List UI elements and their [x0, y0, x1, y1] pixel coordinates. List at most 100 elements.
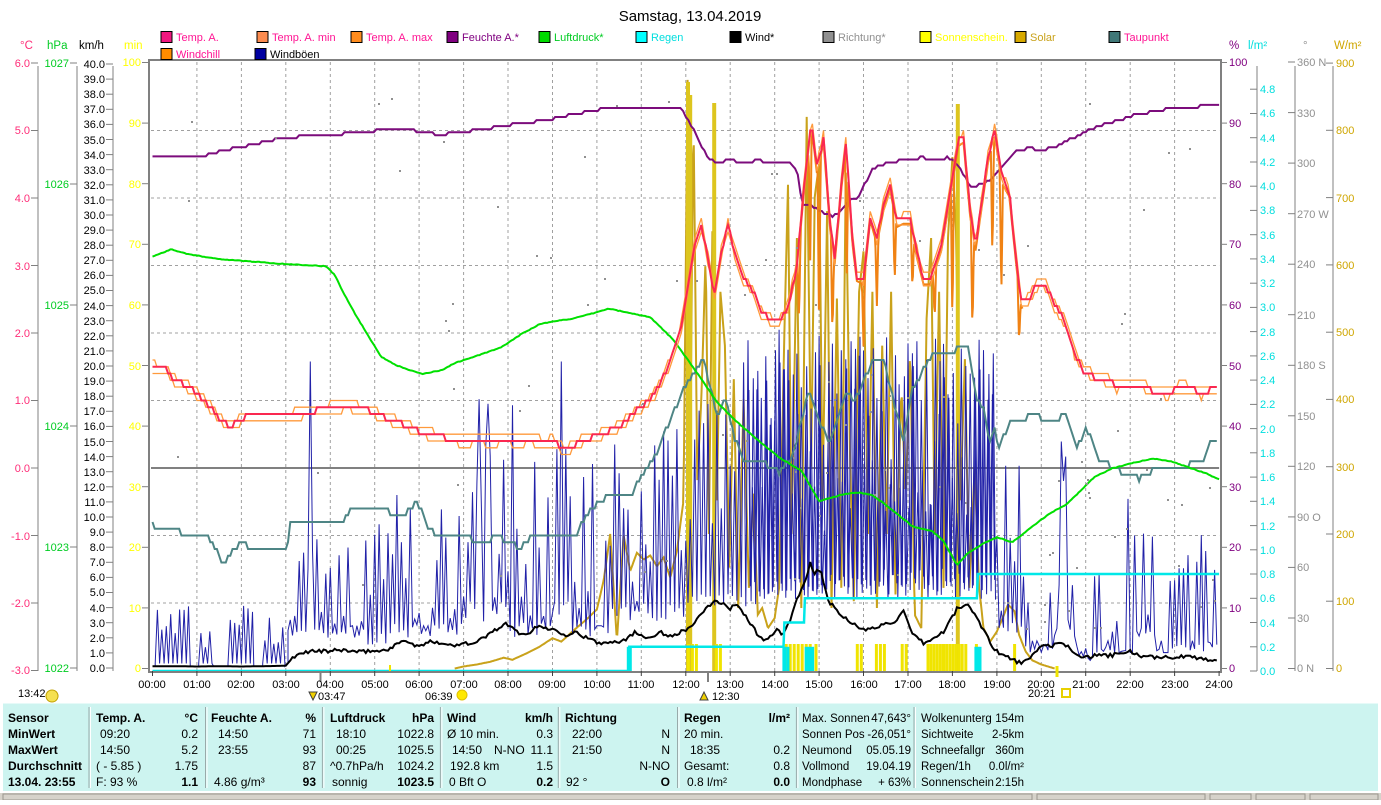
svg-text:Temp. A. min: Temp. A. min: [272, 32, 336, 44]
svg-text:21:50: 21:50: [572, 743, 602, 757]
svg-text:-26,051°: -26,051°: [867, 729, 911, 741]
svg-text:300: 300: [1297, 158, 1315, 170]
svg-text:11:00: 11:00: [628, 679, 655, 691]
svg-text:25.0: 25.0: [84, 285, 105, 297]
svg-text:14:50: 14:50: [100, 743, 130, 757]
svg-text:40: 40: [129, 421, 141, 433]
svg-text:N: N: [661, 727, 670, 741]
svg-text:120: 120: [1297, 461, 1315, 473]
svg-text:24.0: 24.0: [84, 301, 105, 313]
svg-text:21:00: 21:00: [1072, 679, 1100, 691]
svg-text:6.0: 6.0: [15, 58, 30, 70]
svg-text:3.2: 3.2: [1260, 278, 1275, 290]
svg-text:01:00: 01:00: [183, 679, 211, 691]
svg-text:9.0: 9.0: [90, 527, 105, 539]
svg-text:13:00: 13:00: [716, 679, 744, 691]
svg-text:90 O: 90 O: [1297, 512, 1321, 524]
svg-text:Samstag, 13.04.2019: Samstag, 13.04.2019: [619, 8, 762, 25]
svg-text:71: 71: [303, 727, 317, 741]
svg-text:3.4: 3.4: [1260, 254, 1275, 266]
svg-text:Temp. A.: Temp. A.: [96, 711, 145, 725]
svg-text:38.0: 38.0: [84, 89, 105, 101]
svg-text:0.2: 0.2: [536, 775, 553, 789]
svg-text:4.0: 4.0: [1260, 181, 1275, 193]
svg-text:31.0: 31.0: [84, 195, 105, 207]
svg-text:100: 100: [123, 57, 141, 69]
svg-text:Sichtweite: Sichtweite: [921, 729, 973, 741]
svg-text:16.0: 16.0: [84, 421, 105, 433]
svg-text:7.0: 7.0: [90, 557, 105, 569]
svg-text:hPa: hPa: [47, 40, 68, 52]
svg-text:800: 800: [1336, 125, 1354, 137]
svg-text:210: 210: [1297, 310, 1315, 322]
svg-text:09:00: 09:00: [538, 679, 566, 691]
svg-text:-1.0: -1.0: [11, 531, 30, 543]
svg-text:Solar: Solar: [1030, 32, 1056, 44]
svg-text:22:00: 22:00: [1116, 679, 1144, 691]
svg-text:0.8: 0.8: [773, 759, 790, 773]
svg-text:90: 90: [1229, 118, 1241, 130]
svg-text:80: 80: [1229, 179, 1241, 191]
svg-text:2.0: 2.0: [90, 633, 105, 645]
svg-text:3.6: 3.6: [1260, 230, 1275, 242]
svg-text:09:20: 09:20: [100, 727, 130, 741]
svg-text:10: 10: [129, 603, 141, 615]
svg-text:1.0: 1.0: [15, 395, 30, 407]
svg-text:18:10: 18:10: [336, 727, 366, 741]
svg-text:N: N: [661, 743, 670, 757]
svg-text:Windböen: Windböen: [270, 49, 320, 61]
svg-text:24:00: 24:00: [1205, 679, 1233, 691]
svg-text:18.0: 18.0: [84, 391, 105, 403]
svg-text:60: 60: [129, 300, 141, 312]
svg-text:Vollmond: Vollmond: [802, 761, 849, 773]
svg-text:W/m²: W/m²: [1334, 40, 1362, 52]
svg-text:39.0: 39.0: [84, 74, 105, 86]
svg-text:12:00: 12:00: [672, 679, 700, 691]
svg-text:13.0: 13.0: [84, 467, 105, 479]
svg-text:150: 150: [1297, 411, 1315, 423]
svg-text:10:00: 10:00: [583, 679, 611, 691]
svg-text:03:47: 03:47: [318, 691, 346, 703]
svg-text:13.04. 23:55: 13.04. 23:55: [8, 775, 76, 789]
svg-text:20:21: 20:21: [1028, 688, 1056, 700]
svg-text:12.0: 12.0: [84, 482, 105, 494]
svg-text:29.0: 29.0: [84, 225, 105, 237]
svg-text:50: 50: [129, 361, 141, 373]
svg-text:Regen/1h: Regen/1h: [921, 761, 971, 773]
svg-text:1.8: 1.8: [1260, 448, 1275, 460]
svg-text:l/m²: l/m²: [1248, 40, 1267, 52]
svg-text:Ø 10 min.: Ø 10 min.: [447, 727, 499, 741]
svg-text:Durchschnitt: Durchschnitt: [8, 759, 82, 773]
svg-text:270 W: 270 W: [1297, 209, 1329, 221]
svg-text:km/h: km/h: [525, 711, 553, 725]
svg-text:Temp. A. max: Temp. A. max: [366, 32, 433, 44]
svg-text:11.1: 11.1: [531, 743, 554, 757]
svg-text:330: 330: [1297, 108, 1315, 120]
svg-text:07:00: 07:00: [450, 679, 478, 691]
svg-text:4.8: 4.8: [1260, 84, 1275, 96]
svg-text:13:42: 13:42: [18, 688, 46, 700]
svg-text:4.0: 4.0: [15, 193, 30, 205]
svg-text:20: 20: [129, 542, 141, 554]
svg-text:%: %: [305, 711, 316, 725]
svg-text:1.4: 1.4: [1260, 496, 1275, 508]
svg-text:100: 100: [1336, 596, 1354, 608]
svg-text:2.2: 2.2: [1260, 399, 1275, 411]
svg-text:0: 0: [135, 663, 141, 675]
svg-text:Regen: Regen: [684, 711, 721, 725]
svg-text:3.8: 3.8: [1260, 205, 1275, 217]
svg-text:23:00: 23:00: [1161, 679, 1189, 691]
svg-text:N-NO: N-NO: [494, 743, 525, 757]
svg-text:400: 400: [1336, 394, 1354, 406]
svg-text:90: 90: [129, 118, 141, 130]
svg-text:17.0: 17.0: [84, 406, 105, 418]
svg-text:0.2: 0.2: [773, 743, 790, 757]
svg-text:0.0: 0.0: [90, 663, 105, 675]
svg-text:Luftdruck*: Luftdruck*: [554, 32, 604, 44]
svg-text:30.0: 30.0: [84, 210, 105, 222]
svg-text:700: 700: [1336, 193, 1354, 205]
svg-text:sonnig: sonnig: [332, 775, 367, 789]
svg-text:O: O: [661, 775, 670, 789]
svg-text:2.0: 2.0: [15, 328, 30, 340]
svg-text:3.0: 3.0: [15, 261, 30, 273]
